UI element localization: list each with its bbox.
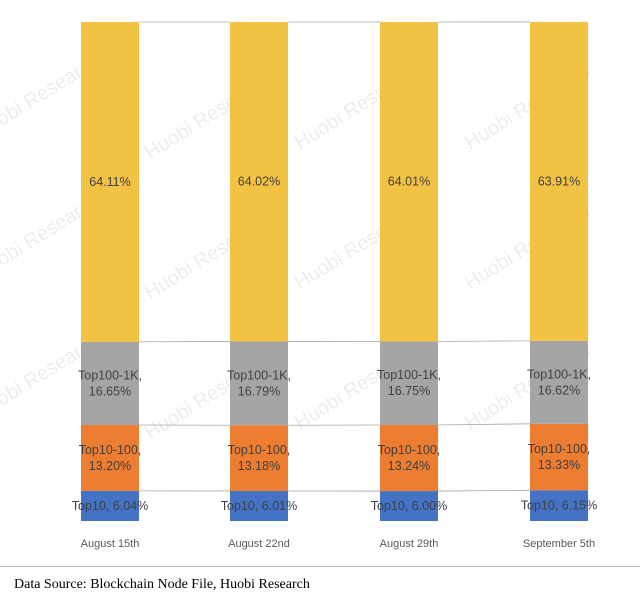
bar-top10-3 (530, 490, 588, 521)
data-label-top10_100-0: Top10-100, 13.20% (79, 443, 142, 473)
category-label-2: August 29th (380, 538, 439, 550)
data-label-top10_100-3: Top10-100, 13.33% (528, 442, 591, 472)
category-label-0: August 15th (81, 538, 140, 550)
data-source-caption: Data Source: Blockchain Node File, Huobi… (14, 577, 310, 592)
series-line-top10-2 (437, 489, 531, 492)
bar-top100_1k-3 (530, 340, 588, 424)
data-label-rest-1: 64.02% (238, 175, 280, 189)
bar-rest-1 (230, 22, 288, 342)
data-label-rest-0: 64.11% (89, 175, 130, 189)
bar-top10-2 (380, 491, 438, 521)
chart-svg: Huobi Research Huobi Research Huobi Resear… (0, 21, 597, 550)
category-label-1: August 22nd (228, 538, 290, 550)
bar-rest-3 (530, 21, 588, 341)
series-line-top10_100-2 (437, 423, 531, 426)
bar-top10-0 (81, 490, 139, 521)
data-label-rest-2: 64.01% (388, 175, 430, 189)
bar-rest-0 (81, 22, 139, 342)
data-label-top100_1k-0: Top100-1K, 16.65% (78, 368, 142, 398)
data-label-top100_1k-3: Top100-1K, 16.62% (527, 367, 591, 397)
data-label-top10_100-1: Top10-100, 13.18% (228, 443, 291, 473)
bar-top10_100-1 (230, 425, 288, 492)
data-label-rest-3: 63.91% (538, 174, 580, 188)
series-line-top100_1k-2 (437, 340, 531, 342)
stacked-bar-chart: Huobi Research Huobi Research Huobi Resear… (0, 21, 597, 550)
bar-top100_1k-2 (380, 341, 438, 425)
data-label-top10-0: Top10, 6.04% (72, 499, 148, 513)
bar-top100_1k-0 (81, 341, 139, 425)
data-label-top10_100-2: Top10-100, 13.24% (378, 443, 441, 473)
bar-top10_100-3 (530, 423, 588, 491)
bar-top10_100-0 (81, 424, 139, 491)
bar-top100_1k-1 (230, 341, 288, 426)
bar-rest-2 (380, 22, 438, 342)
data-label-top100_1k-2: Top100-1K, 16.75% (377, 368, 441, 398)
data-label-top100_1k-1: Top100-1K, 16.79% (227, 368, 291, 398)
bar-top10-1 (230, 491, 288, 521)
data-label-top10-3: Top10, 6.15% (521, 499, 597, 513)
divider (0, 566, 640, 567)
data-label-top10-2: Top10, 6.00% (371, 499, 447, 513)
data-label-top10-1: Top10, 6.01% (221, 499, 297, 513)
category-label-3: September 5th (523, 538, 595, 550)
bar-top10_100-2 (380, 424, 438, 492)
